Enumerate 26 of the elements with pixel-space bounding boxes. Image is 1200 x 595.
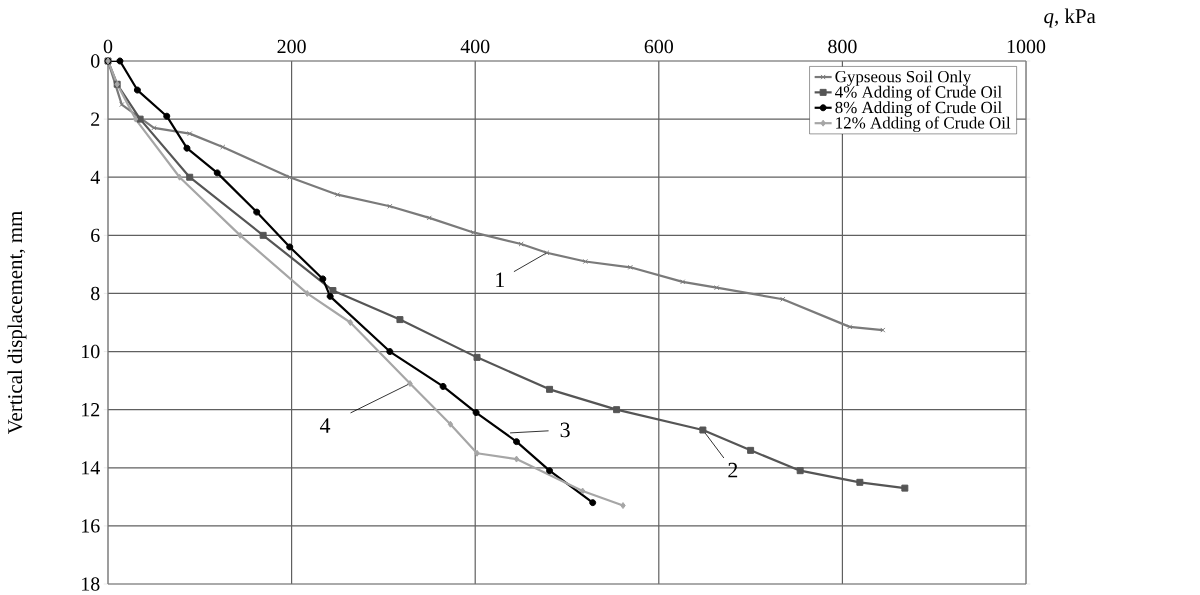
annotation: 3 (560, 422, 570, 438)
y-tick-label: 10 (82, 344, 100, 359)
x-tick-label: 800 (828, 39, 857, 54)
y-tick-label: 12 (82, 403, 100, 417)
x-tick-label: 0 (103, 39, 113, 54)
y-tick-label: 0 (91, 54, 100, 68)
legend-label: 8% Adding of Crude Oil (835, 101, 1002, 117)
y-tick-label: 16 (82, 519, 100, 533)
annotation: 1 (496, 272, 504, 288)
annotation: 2 (728, 462, 738, 478)
y-tick-label: 6 (91, 228, 100, 243)
y-tick-label: 2 (91, 112, 100, 126)
y-tick-label: 4 (90, 170, 100, 184)
legend-label: Gypseous Soil Only (835, 70, 972, 86)
y-tick-label: 8 (91, 286, 100, 301)
x-tick-label: 600 (644, 39, 673, 54)
x-tick-label: 1000 (1007, 39, 1046, 54)
annotation: 4 (319, 418, 331, 433)
x-tick-label: 400 (460, 39, 490, 54)
y-tick-label: 18 (82, 577, 100, 591)
y-axis-title: Vertical displacement, mm (7, 210, 27, 435)
legend-label: 12% Adding of Crude Oil (836, 116, 1011, 133)
y-tick-label: 14 (82, 461, 100, 475)
x-axis-title: q, kPa (1044, 8, 1096, 28)
x-tick-label: 200 (277, 39, 306, 54)
legend-label: 4% Adding of Crude Oil (835, 85, 1002, 102)
